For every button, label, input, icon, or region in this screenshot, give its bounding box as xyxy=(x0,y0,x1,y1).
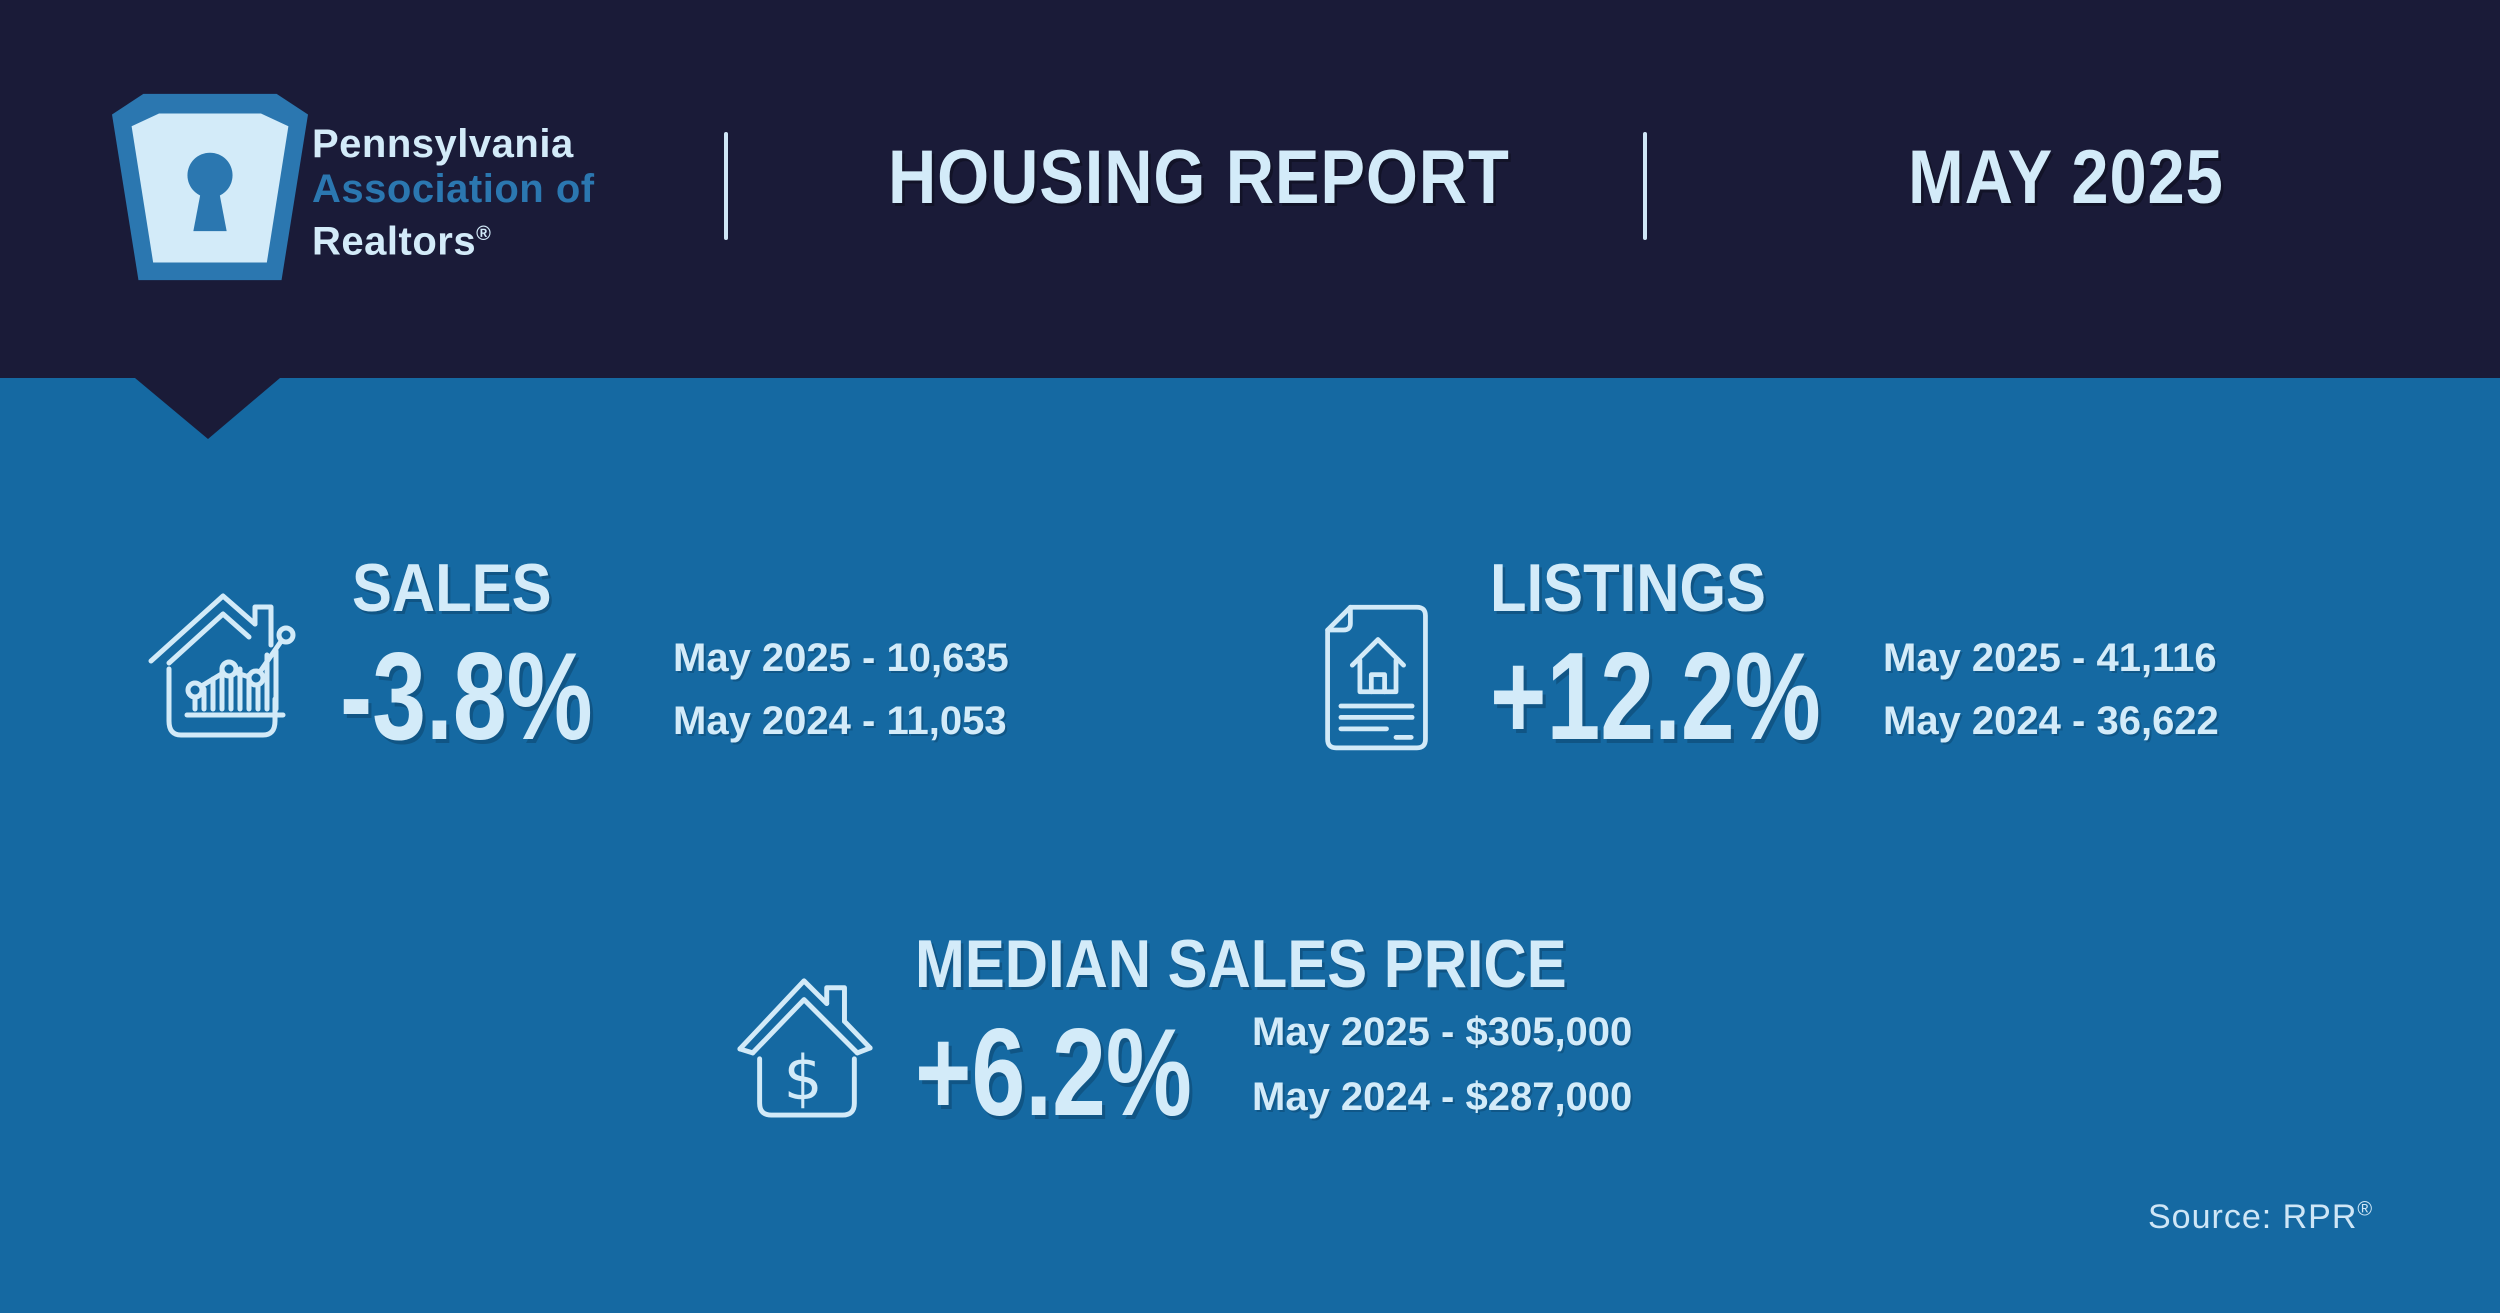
stat-value-current: May 2025 - 10,635 xyxy=(673,636,1009,680)
keystone-keyhole-icon xyxy=(112,93,308,281)
stat-change: +6.2% xyxy=(915,1004,1192,1142)
listing-document-icon xyxy=(1325,604,1428,751)
registered-mark: ® xyxy=(476,223,492,245)
stat-values: May 2025 - $305,000 May 2024 - $287,000 xyxy=(1252,1000,1632,1130)
logo-line-2: Association of xyxy=(312,167,595,211)
report-period: MAY 2025 xyxy=(1908,135,2224,220)
stat-value-current: May 2025 - $305,000 xyxy=(1252,1010,1633,1054)
header-bar: Pennsylvania Association of Realtors® HO… xyxy=(0,0,2500,378)
stat-change: -3.8% xyxy=(340,628,593,766)
stat-values: May 2025 - 10,635 May 2024 - 11,053 xyxy=(673,627,1009,753)
header-notch-pointer xyxy=(135,378,280,439)
par-logo-text: Pennsylvania Association of Realtors® xyxy=(312,122,595,264)
source-credit: Source: RPR® xyxy=(2148,1198,2374,1236)
stat-value-current: May 2025 - 41,116 xyxy=(1883,636,2217,680)
stat-value-previous: May 2024 - 36,622 xyxy=(1883,699,2219,743)
svg-text:$: $ xyxy=(784,1043,823,1114)
stat-label: LISTINGS xyxy=(1490,550,1766,626)
house-chart-icon xyxy=(148,593,296,738)
stat-value-previous: May 2024 - $287,000 xyxy=(1252,1075,1633,1119)
header-divider-right xyxy=(1643,132,1647,240)
logo-line-3: Realtors® xyxy=(312,219,492,264)
report-title: HOUSING REPORT xyxy=(888,135,1510,220)
stat-values: May 2025 - 41,116 May 2024 - 36,622 xyxy=(1883,627,2219,753)
logo-line-1: Pennsylvania xyxy=(312,122,574,166)
stat-change: +12.2% xyxy=(1490,628,1821,766)
stat-label: MEDIAN SALES PRICE xyxy=(915,926,1567,1002)
header-divider-left xyxy=(724,132,728,240)
registered-mark: ® xyxy=(2357,1198,2374,1221)
stat-value-previous: May 2024 - 11,053 xyxy=(673,699,1007,743)
stat-label: SALES xyxy=(352,550,552,626)
house-dollar-icon: $ xyxy=(737,978,873,1118)
